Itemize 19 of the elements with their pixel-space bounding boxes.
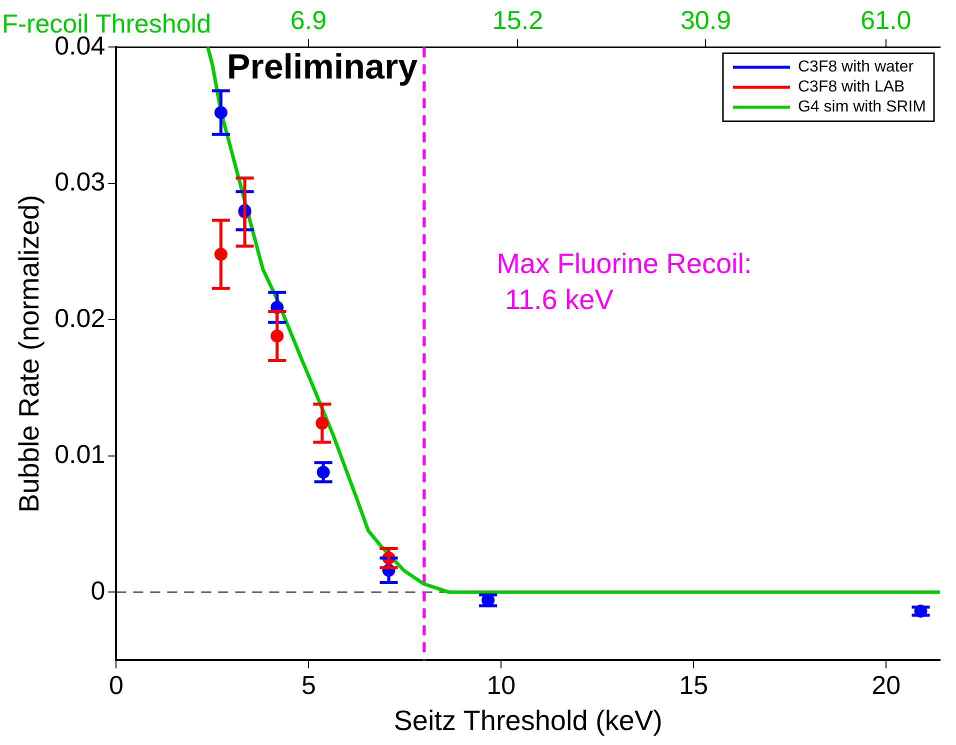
x-tick-label: 10 (486, 670, 516, 700)
x2-tick-label: 30.9 (680, 4, 732, 35)
annotation: Max Fluorine Recoil: 11.6 keV (496, 248, 752, 315)
x-tick-label: 5 (301, 670, 316, 700)
legend-label: C3F8 with water (798, 58, 914, 76)
x-axis-title: Seitz Threshold (keV) (394, 704, 662, 736)
x-tick-label: 20 (872, 670, 901, 700)
legend-label: G4 sim with SRIM (798, 98, 926, 116)
x2-tick-label: 15.2 (492, 4, 544, 35)
x2-tick-label: 6.9 (290, 4, 327, 35)
y-tick-label: 0.01 (54, 439, 106, 470)
y-tick-label: 0 (90, 575, 106, 606)
y-tick-label: 0.02 (54, 302, 106, 333)
x2-tick-label: 61.0 (860, 4, 912, 35)
y-tick-label: 0.03 (54, 166, 106, 197)
annotation: Preliminary (226, 47, 418, 86)
x-tick-label: 15 (679, 670, 708, 700)
y-axis-title: Bubble Rate (normalized) (14, 194, 45, 512)
legend-label: C3F8 with LAB (798, 78, 905, 96)
